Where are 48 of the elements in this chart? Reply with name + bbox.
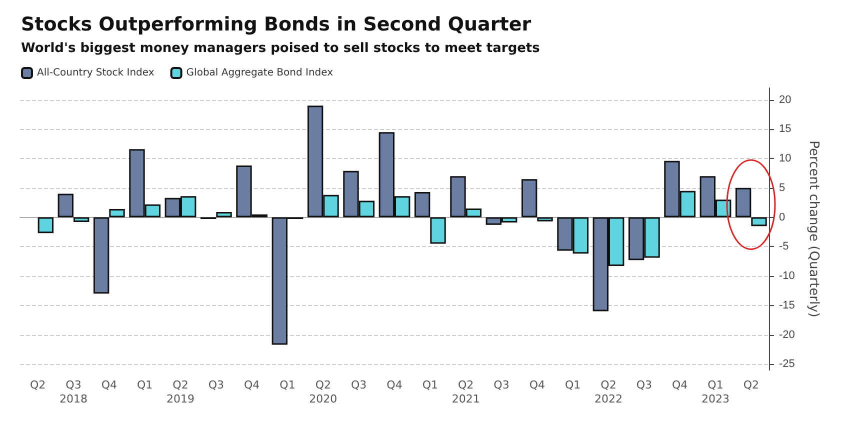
bar: [93, 217, 110, 294]
y-tick-label: 20: [779, 94, 792, 106]
y-tick-label: -15: [779, 299, 795, 312]
x-tick-label: Q2: [743, 378, 760, 392]
x-tick-label: Q1: [136, 378, 153, 392]
legend-label: All-Country Stock Index: [37, 68, 154, 78]
x-tick-label: Q2: [30, 378, 46, 392]
x-tick-label: Q4: [244, 378, 260, 392]
y-tick-label: -25: [779, 358, 795, 370]
y-tick-label: -20: [779, 328, 795, 341]
x-tick-label: Q3: [636, 378, 652, 392]
x-tick-label: Q1: [280, 378, 296, 392]
x-tick-label: Q4: [386, 378, 402, 392]
y-tick-label: 0: [779, 211, 786, 224]
y-tick-label: 10: [779, 152, 792, 164]
bar: [216, 212, 232, 218]
x-tick-label: Q1 2023: [702, 378, 730, 406]
x-tick-label: Q2 2019: [166, 378, 194, 406]
x-tick-label: Q4: [101, 378, 118, 392]
legend-label: Global Aggregate Bond Index: [186, 68, 334, 78]
bar: [109, 209, 125, 218]
x-tick-label: Q2 2022: [594, 378, 622, 406]
x-tick-label: Q2 2020: [309, 378, 338, 406]
y-tick-label: -10: [779, 270, 795, 282]
bar: [58, 194, 74, 218]
bar: [751, 217, 767, 226]
x-tick-label: Q3: [494, 378, 510, 392]
y-axis-title: Percent change (Quarterly): [806, 140, 821, 318]
bar: [38, 217, 54, 234]
x-tick-label: Q3: [350, 378, 367, 392]
x-tick-label: Q1: [422, 378, 438, 392]
y-tick-label: -5: [779, 240, 789, 253]
chart-subtitle: World's biggest money managers poised to sell stocks to meet targets: [21, 41, 540, 56]
y-tick-label: 5: [779, 182, 786, 194]
y-tick-label: 15: [779, 123, 792, 136]
x-tick-label: Q4: [529, 378, 546, 392]
bar: [537, 217, 553, 222]
bar: [414, 192, 430, 218]
bar: [430, 217, 446, 244]
bar: [521, 179, 538, 218]
bar: [74, 217, 90, 222]
x-tick-label: Q1: [564, 378, 581, 392]
x-tick-label: Q3: [208, 378, 224, 392]
x-tick-label: Q3 2018: [60, 378, 88, 406]
x-tick-label: Q2 2021: [452, 378, 480, 406]
x-tick-label: Q4: [672, 378, 688, 392]
bar: [735, 188, 752, 218]
chart-title: Stocks Outperforming Bonds in Second Quarter: [21, 14, 532, 36]
